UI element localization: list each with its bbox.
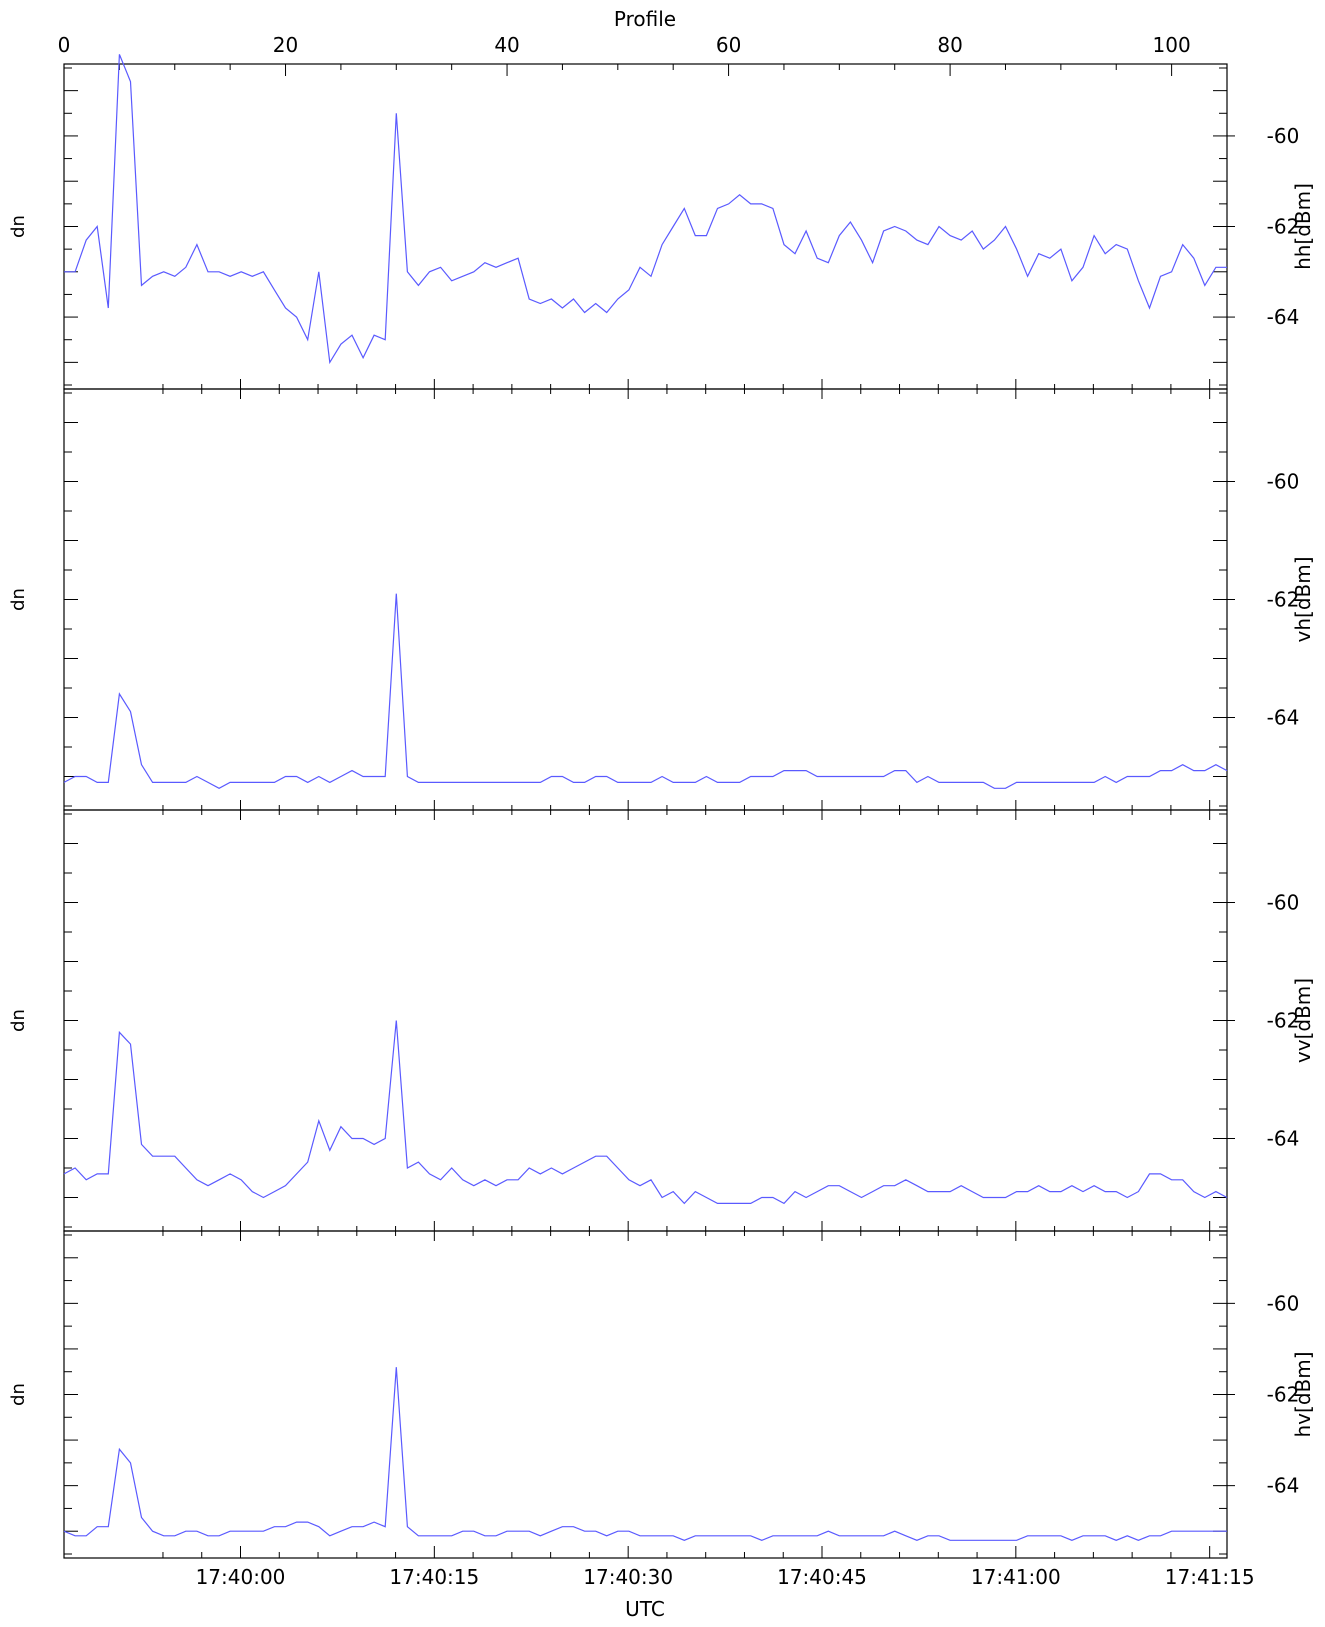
bottom-tick-label: 17:40:15 bbox=[389, 1565, 479, 1589]
bottom-tick-label: 17:41:00 bbox=[971, 1565, 1061, 1589]
top-tick-label: 100 bbox=[1153, 33, 1191, 57]
left-panel-label: up bbox=[9, 1009, 30, 1032]
y-tick-label: -60 bbox=[1267, 1291, 1300, 1315]
y-tick-label: -60 bbox=[1267, 891, 1300, 915]
y-axis-title: vv[dBm] bbox=[1291, 978, 1315, 1063]
y-tick-label: -62 bbox=[1267, 588, 1300, 612]
y-axis-title: vh[dBm] bbox=[1291, 556, 1315, 642]
panel-frame bbox=[63, 809, 1228, 1232]
top-tick-label: 40 bbox=[494, 33, 519, 57]
bottom-axis-title: UTC bbox=[625, 1597, 665, 1621]
panel-frame bbox=[63, 1230, 1228, 1559]
bottom-tick-label: 17:40:00 bbox=[196, 1565, 286, 1589]
left-panel-label: up bbox=[9, 1383, 30, 1406]
y-tick-label: -62 bbox=[1267, 215, 1300, 239]
y-tick-label: -64 bbox=[1267, 1127, 1300, 1151]
series-line-vh[dBm] bbox=[63, 593, 1228, 789]
top-tick-label: 80 bbox=[937, 33, 962, 57]
y-tick-label: -64 bbox=[1267, 706, 1300, 730]
series-line-hh[dBm] bbox=[64, 54, 1227, 365]
bottom-tick-label: 17:40:45 bbox=[777, 1565, 867, 1589]
y-tick-label: -62 bbox=[1267, 1383, 1300, 1407]
bottom-tick-label: 17:40:30 bbox=[583, 1565, 673, 1589]
series-line-vv[dBm] bbox=[63, 1020, 1228, 1205]
series-line-hv[dBm] bbox=[63, 1367, 1227, 1541]
y-axis-title: hv[dBm] bbox=[1291, 1351, 1315, 1437]
panel-frame bbox=[63, 63, 1228, 390]
y-tick-label: -60 bbox=[1267, 470, 1300, 494]
top-axis-title: Profile bbox=[614, 7, 676, 31]
y-tick-label: -60 bbox=[1267, 124, 1300, 148]
y-tick-label: -64 bbox=[1267, 1474, 1300, 1498]
left-panel-label: up bbox=[9, 215, 30, 238]
y-axis-title: hh[dBm] bbox=[1291, 183, 1315, 270]
y-tick-label: -62 bbox=[1267, 1009, 1300, 1033]
y-tick-label: -64 bbox=[1267, 305, 1300, 329]
bottom-tick-label: 17:41:15 bbox=[1165, 1565, 1255, 1589]
top-tick-label: 20 bbox=[273, 33, 298, 57]
left-panel-label: up bbox=[9, 588, 30, 611]
top-tick-label: 0 bbox=[58, 33, 71, 57]
top-tick-label: 60 bbox=[716, 33, 741, 57]
panel-frame bbox=[63, 388, 1228, 811]
